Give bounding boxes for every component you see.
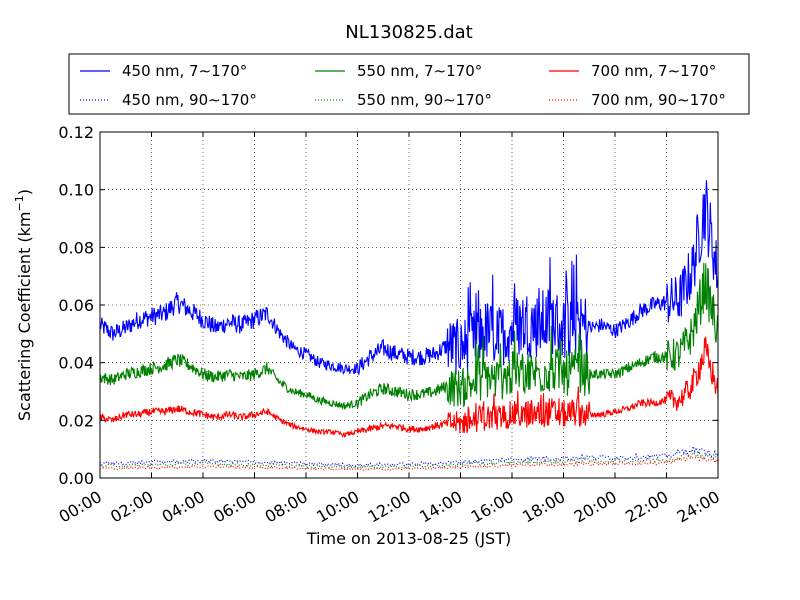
legend-label: 550 nm, 90∼170°: [357, 91, 492, 109]
y-axis-title-main: Scattering Coefficient (km: [15, 211, 34, 421]
y-tick-label: 0.06: [58, 296, 94, 315]
y-tick-label: 0.10: [58, 181, 94, 200]
y-tick-label: 0.02: [58, 411, 94, 430]
legend-frame: [68, 53, 750, 115]
series-line-3: [99, 444, 719, 468]
x-tick-label: 00:00: [56, 487, 105, 527]
x-tick-label: 12:00: [365, 487, 414, 527]
legend-label: 700 nm, 7∼170°: [591, 62, 716, 80]
series-line-0: [99, 180, 719, 376]
series-line-1: [99, 262, 719, 410]
series-line-2: [99, 336, 719, 438]
x-tick-label: 16:00: [468, 487, 517, 527]
y-axis-title-sup: −1: [13, 195, 26, 211]
legend-label: 450 nm, 7∼170°: [122, 62, 247, 80]
x-tick-label: 04:00: [159, 487, 208, 527]
x-tick-label: 02:00: [107, 487, 156, 527]
series-line-5: [99, 454, 719, 471]
legend-label: 700 nm, 90∼170°: [591, 91, 726, 109]
y-tick-label: 0.04: [58, 354, 94, 373]
y-tick-label: 0.08: [58, 238, 94, 257]
x-tick-label: 14:00: [416, 487, 465, 527]
y-tick-label: 0.00: [58, 469, 94, 488]
x-tick-label: 08:00: [262, 487, 311, 527]
y-tick-label: 0.12: [58, 123, 94, 142]
x-axis-title: Time on 2013-08-25 (JST): [306, 529, 511, 548]
y-axis-title-close: ): [15, 189, 34, 195]
x-tick-label: 24:00: [674, 487, 723, 527]
legend: 450 nm, 7∼170° 550 nm, 7∼170° 700 nm, 7∼17…: [68, 53, 750, 115]
x-tick-label: 10:00: [313, 487, 362, 527]
chart-title: NL130825.dat: [345, 22, 472, 43]
x-tick-label: 20:00: [571, 487, 620, 527]
series-lines: [99, 180, 719, 471]
x-tick-label: 06:00: [210, 487, 259, 527]
x-tick-label: 18:00: [519, 487, 568, 527]
x-tick-label: 22:00: [622, 487, 671, 527]
series-line-4: [99, 451, 719, 470]
legend-label: 550 nm, 7∼170°: [357, 62, 482, 80]
y-axis-title: Scattering Coefficient (km−1): [13, 189, 34, 421]
plot-area: 00:00 02:00 04:00 06:00 08:00 10:00 12:00 14:00…: [56, 123, 723, 527]
legend-label: 450 nm, 90∼170°: [122, 91, 257, 109]
